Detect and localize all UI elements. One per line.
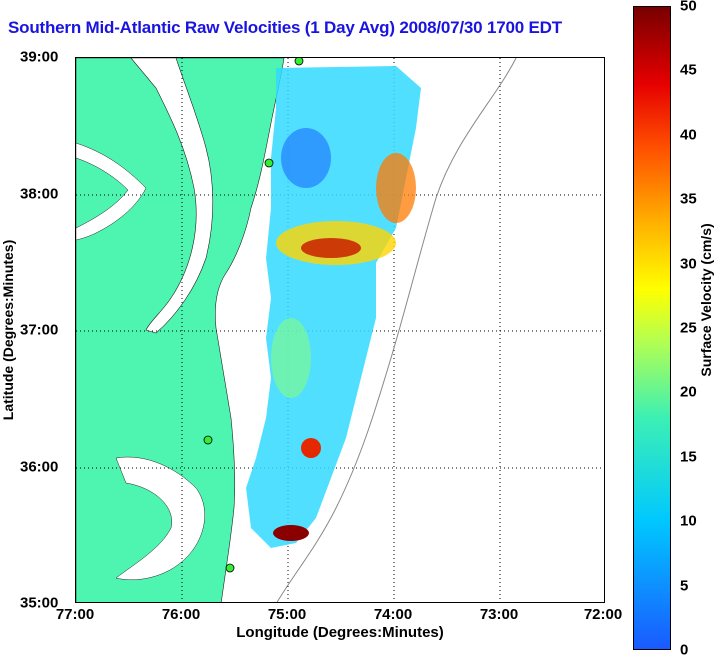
colorbar	[633, 6, 671, 650]
cbar-tick-5: 5	[680, 577, 689, 595]
y-tick-1: 39:00	[20, 48, 59, 66]
velocity-coverage	[246, 66, 421, 548]
x-tick-3: 75:00	[267, 606, 307, 623]
cbar-tick-10: 10	[680, 512, 697, 530]
x-tick-2: 76:00	[161, 606, 201, 623]
y-axis-label: Latitude (Degrees:Minutes)	[0, 239, 16, 421]
x-tick-5: 73:00	[479, 606, 519, 623]
x-tick-1: 77:00	[55, 606, 95, 623]
x-axis-label: Longitude (Degrees:Minutes)	[236, 624, 444, 641]
colorbar-label: Surface Velocity (cm/s)	[698, 223, 714, 377]
cbar-tick-15: 15	[680, 448, 697, 466]
y-tick-4: 36:00	[20, 458, 59, 476]
cbar-tick-45: 45	[680, 61, 697, 79]
map-plot	[76, 58, 604, 602]
cbar-tick-40: 40	[680, 126, 697, 144]
cbar-tick-0: 0	[680, 641, 689, 659]
depth-contour	[276, 58, 517, 602]
bay-inlet	[76, 142, 147, 241]
y-tick-5: 35:00	[20, 594, 59, 612]
cbar-tick-25: 25	[680, 319, 697, 337]
y-tick-3: 37:00	[20, 321, 59, 339]
cbar-tick-35: 35	[680, 190, 697, 208]
cbar-tick-50: 50	[680, 0, 697, 15]
y-tick-2: 38:00	[20, 185, 59, 203]
cbar-tick-20: 20	[680, 383, 697, 401]
chesapeake-bay	[130, 58, 214, 334]
map-title: Southern Mid-Atlantic Raw Velocities (1 …	[8, 18, 562, 37]
cbar-tick-30: 30	[680, 255, 697, 273]
map-panel	[75, 57, 605, 603]
x-tick-4: 74:00	[373, 606, 413, 623]
x-tick-6: 72:00	[583, 606, 623, 623]
station-markers	[203, 58, 304, 573]
